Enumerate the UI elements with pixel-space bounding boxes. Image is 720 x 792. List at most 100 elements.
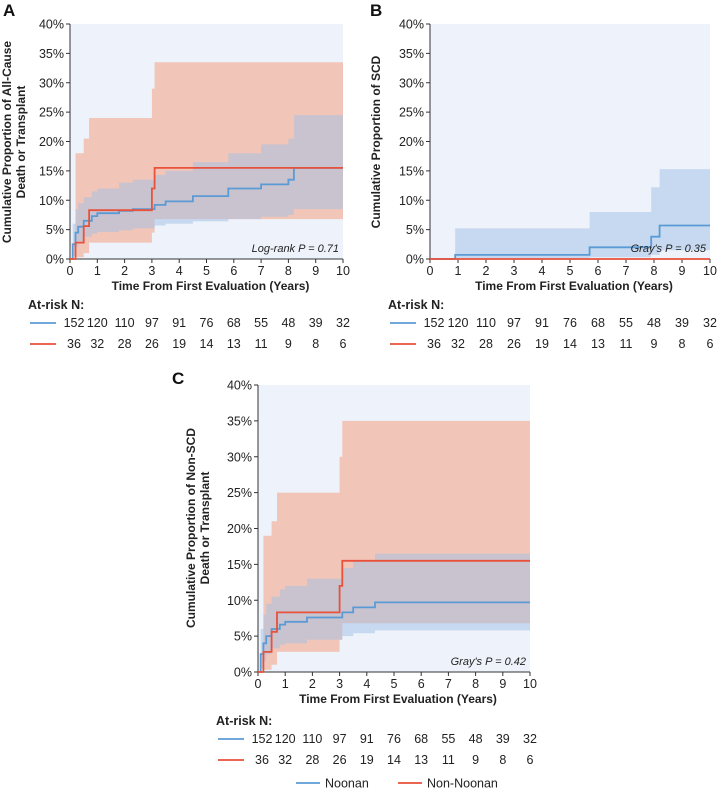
at-risk-value: 19: [360, 753, 374, 767]
at-risk-value: 32: [703, 316, 717, 330]
y-tick-label: 35%: [39, 47, 64, 61]
panel-letter: B: [370, 1, 382, 20]
x-tick-label: 3: [336, 677, 343, 691]
ci-band-noonan: [258, 553, 530, 672]
at-risk-value: 36: [67, 337, 81, 351]
x-axis-label: Time From First Evaluation (Years): [475, 279, 673, 293]
y-tick-label: 15%: [399, 164, 424, 178]
y-axis-label-line: Cumulative Proportion of Non-SCD: [184, 428, 198, 628]
x-axis-label: Time From First Evaluation (Years): [112, 279, 310, 293]
y-tick-label: 10%: [399, 194, 424, 208]
y-axis-label: Cumulative Proportion of All-CauseDeath …: [0, 41, 28, 244]
at-risk-value: 97: [333, 732, 347, 746]
at-risk-value: 14: [200, 337, 214, 351]
at-risk-value: 55: [441, 732, 455, 746]
at-risk-value: 9: [285, 337, 292, 351]
at-risk-title: At-risk N:: [388, 298, 444, 312]
y-tick-label: 25%: [227, 486, 252, 500]
at-risk-value: 55: [254, 316, 268, 330]
at-risk-value: 32: [336, 316, 350, 330]
at-risk-value: 39: [496, 732, 510, 746]
y-tick-label: 20%: [39, 135, 64, 149]
x-tick-label: 8: [651, 264, 658, 278]
at-risk-value: 97: [507, 316, 521, 330]
y-tick-label: 15%: [227, 558, 252, 572]
legend-label-non-noonan: Non-Noonan: [427, 777, 498, 791]
at-risk-value: 120: [448, 316, 469, 330]
p-value-annotation: Gray's P = 0.35: [631, 243, 707, 255]
at-risk-value: 36: [255, 753, 269, 767]
at-risk-value: 68: [591, 316, 605, 330]
x-tick-label: 1: [282, 677, 289, 691]
x-tick-label: 2: [483, 264, 490, 278]
ci-band-noonan: [430, 169, 710, 259]
series-line-noonan: [258, 601, 530, 673]
y-tick-label: 40%: [399, 18, 424, 32]
at-risk-value: 110: [115, 316, 135, 330]
x-tick-label: 2: [121, 264, 128, 278]
x-tick-label: 8: [472, 677, 479, 691]
x-tick-label: 10: [336, 264, 350, 278]
x-tick-label: 9: [312, 264, 319, 278]
y-axis-label-line: Cumulative Proportion of SCD: [369, 55, 383, 228]
legend-label-noonan: Noonan: [325, 777, 369, 791]
y-tick-label: 20%: [227, 522, 252, 536]
at-risk-value: 14: [387, 753, 401, 767]
panel-b: B 0% 5% 10% 15% 20% 25% 30% 35% 40% 0 1 2 3 4 5 6 7 8 9 10 Gr…: [369, 1, 717, 351]
x-tick-label: 0: [427, 264, 434, 278]
at-risk-value: 76: [563, 316, 577, 330]
series-line-noonan: [430, 224, 710, 260]
panel-a: A 0% 5% 10% 15% 20% 25% 30% 35% 40% 0 1 2 3 4 5 6 7 8 9 10 Lo…: [0, 1, 350, 351]
at-risk-value: 28: [305, 753, 319, 767]
at-risk-value: 120: [87, 316, 108, 330]
y-tick-label: 5%: [234, 630, 252, 644]
at-risk-value: 152: [252, 732, 273, 746]
y-tick-label: 40%: [39, 18, 64, 32]
at-risk-value: 26: [333, 753, 347, 767]
legend: Noonan Non-Noonan: [296, 777, 498, 791]
at-risk-value: 13: [591, 337, 605, 351]
x-tick-label: 1: [455, 264, 462, 278]
x-tick-label: 3: [148, 264, 155, 278]
x-tick-label: 5: [203, 264, 210, 278]
at-risk-value: 6: [340, 337, 347, 351]
at-risk-value: 13: [227, 337, 241, 351]
x-tick-label: 5: [567, 264, 574, 278]
at-risk-title: At-risk N:: [216, 714, 272, 728]
y-tick-label: 5%: [406, 223, 424, 237]
x-tick-label: 4: [539, 264, 546, 278]
y-tick-label: 40%: [227, 379, 252, 393]
y-tick-label: 25%: [39, 106, 64, 120]
at-risk-value: 9: [651, 337, 658, 351]
y-tick-label: 0%: [46, 253, 64, 267]
at-risk-value: 32: [90, 337, 104, 351]
y-tick-label: 5%: [46, 223, 64, 237]
at-risk-value: 9: [472, 753, 479, 767]
ci-band-noonan: [70, 115, 343, 259]
y-tick-label: 20%: [399, 135, 424, 149]
at-risk-value: 120: [275, 732, 296, 746]
at-risk-value: 32: [523, 732, 537, 746]
at-risk-value: 110: [476, 316, 496, 330]
at-risk-value: 110: [302, 732, 322, 746]
p-value-annotation: Log-rank P = 0.71: [252, 243, 339, 255]
y-tick-label: 15%: [39, 164, 64, 178]
at-risk-value: 76: [200, 316, 214, 330]
at-risk-value: 28: [118, 337, 132, 351]
x-tick-label: 6: [230, 264, 237, 278]
at-risk-value: 11: [442, 753, 455, 767]
at-risk-value: 48: [647, 316, 661, 330]
series-line-non-noonan: [258, 559, 530, 673]
at-risk-value: 32: [451, 337, 465, 351]
y-axis-label-line: Death or Transplant: [14, 86, 28, 199]
at-risk-value: 152: [64, 316, 85, 330]
x-tick-label: 10: [703, 264, 717, 278]
at-risk-value: 48: [469, 732, 483, 746]
at-risk-value: 91: [360, 732, 374, 746]
panel-c: C 0% 5% 10% 15% 20% 25% 30% 35% 40% 0 1 2 3 4 5 6 7 8 9 10 Gr…: [172, 369, 537, 767]
at-risk-value: 32: [278, 753, 292, 767]
x-tick-label: 7: [445, 677, 452, 691]
at-risk-value: 26: [145, 337, 159, 351]
x-tick-label: 2: [309, 677, 316, 691]
